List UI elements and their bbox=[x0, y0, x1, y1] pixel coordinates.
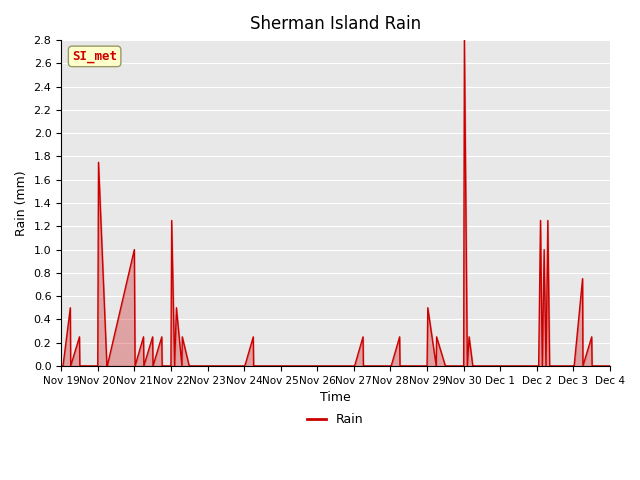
Y-axis label: Rain (mm): Rain (mm) bbox=[15, 170, 28, 236]
Title: Sherman Island Rain: Sherman Island Rain bbox=[250, 15, 421, 33]
Text: SI_met: SI_met bbox=[72, 50, 117, 63]
Legend: Rain: Rain bbox=[302, 408, 369, 432]
X-axis label: Time: Time bbox=[320, 391, 351, 404]
